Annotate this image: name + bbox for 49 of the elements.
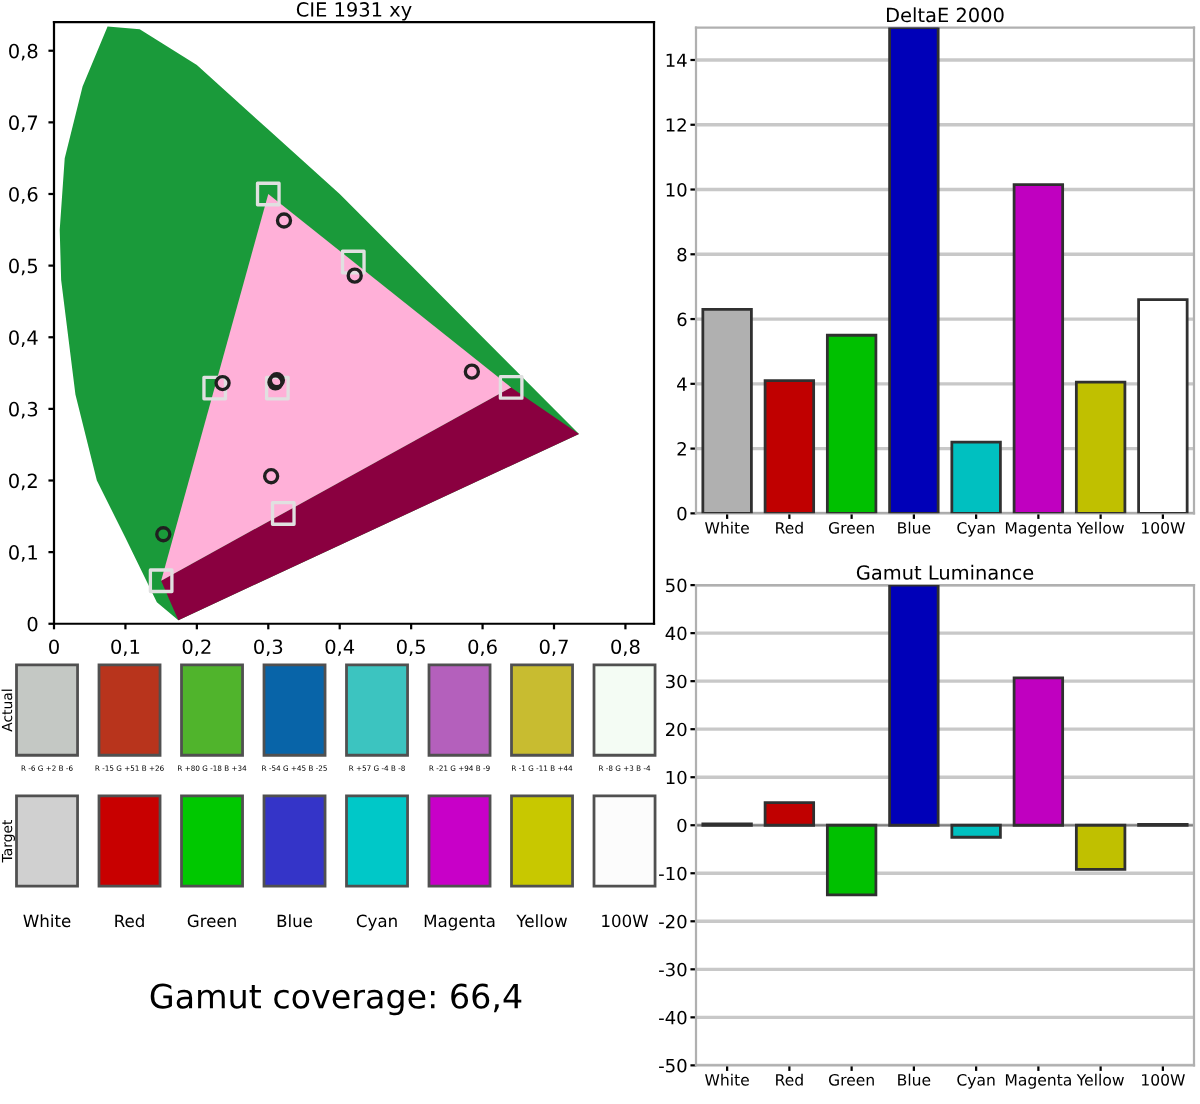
- y-tick-label: -10: [659, 866, 687, 881]
- y-tick-label: 14: [666, 53, 687, 67]
- category-label: Blue: [277, 914, 313, 928]
- y-tick-label: 10: [666, 182, 687, 197]
- category-label: 100W: [602, 914, 649, 928]
- category-label: Cyan: [356, 914, 397, 931]
- y-tick-label: 0,2: [9, 473, 37, 491]
- x-tick-label: 0,7: [539, 639, 568, 657]
- y-tick-label: 0,6: [9, 186, 38, 204]
- category-label: White: [23, 914, 71, 928]
- category-label: Red: [115, 914, 144, 928]
- y-tick-label: -40: [659, 1010, 687, 1025]
- y-tick-label: 0,3: [9, 401, 38, 419]
- x-tick-label: 0,4: [325, 639, 355, 657]
- y-tick-label: 12: [666, 118, 686, 132]
- x-tick-label: 0,1: [111, 639, 140, 657]
- y-tick-label: 8: [677, 247, 687, 262]
- y-tick-label: 40: [665, 626, 687, 641]
- y-tick-label: 0,7: [9, 115, 38, 133]
- chart-title: DeltaE 2000: [886, 7, 1004, 23]
- x-tick-label: 0,3: [254, 639, 283, 657]
- y-tick-label: 4: [677, 377, 687, 391]
- x-tick-label: 0,8: [611, 639, 640, 657]
- category-label: Magenta: [424, 914, 495, 931]
- y-tick-label: -50: [659, 1058, 687, 1073]
- y-tick-label: 0,5: [9, 258, 38, 276]
- y-tick-label: 20: [666, 722, 687, 737]
- y-tick-label: -30: [659, 962, 687, 977]
- y-tick-label: 0,4: [9, 330, 38, 347]
- y-tick-label: 10: [666, 770, 687, 785]
- x-tick-label: 0: [49, 639, 59, 655]
- x-tick-label: 0,5: [396, 639, 425, 657]
- chart-title: Gamut Luminance: [856, 564, 1034, 580]
- y-tick-label: 2: [677, 442, 686, 456]
- y-tick-label: -20: [659, 914, 687, 929]
- y-tick-label: 50: [666, 578, 687, 593]
- category-label: Yellow: [516, 914, 567, 928]
- y-tick-label: 0: [677, 506, 687, 521]
- y-tick-label: 0: [677, 818, 687, 833]
- y-tick-label: 0: [27, 616, 38, 632]
- y-tick-label: 0,1: [9, 545, 37, 562]
- category-label: Green: [187, 914, 236, 928]
- x-tick-label: 0,2: [182, 639, 211, 657]
- chart-title: CIE 1931 xy: [296, 2, 412, 21]
- text: Gamut coverage: 66,4: [150, 983, 522, 1016]
- y-tick-label: 30: [666, 674, 687, 689]
- x-tick-label: 0,6: [468, 639, 497, 657]
- y-tick-label: 6: [677, 312, 687, 327]
- y-tick-label: 0,8: [9, 43, 38, 61]
